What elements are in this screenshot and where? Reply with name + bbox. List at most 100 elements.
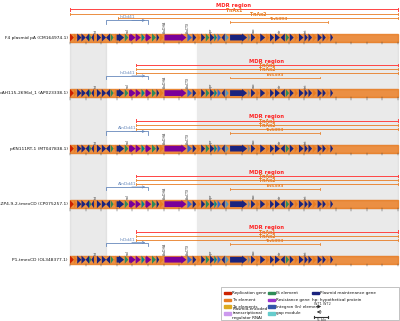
Polygon shape (89, 200, 91, 208)
Polygon shape (270, 144, 274, 153)
Polygon shape (330, 144, 333, 153)
Polygon shape (275, 144, 280, 153)
Polygon shape (326, 144, 330, 153)
Polygon shape (290, 200, 294, 208)
Polygon shape (102, 144, 106, 153)
Text: blaCTX: blaCTX (186, 132, 190, 144)
Polygon shape (304, 256, 308, 264)
Polygon shape (326, 33, 330, 42)
Text: Plasmid-encoded
transcriptional
regulator RNAI: Plasmid-encoded transcriptional regulato… (232, 307, 268, 320)
Polygon shape (330, 200, 333, 208)
Polygon shape (260, 89, 265, 97)
Polygon shape (308, 33, 312, 42)
Polygon shape (290, 33, 294, 42)
Polygon shape (326, 256, 330, 264)
Polygon shape (196, 208, 398, 256)
Polygon shape (275, 89, 280, 97)
Text: str: str (278, 139, 282, 144)
Polygon shape (193, 89, 196, 97)
Polygon shape (206, 200, 210, 208)
Polygon shape (313, 256, 317, 264)
Polygon shape (275, 200, 280, 208)
Bar (70, 144, 398, 152)
Polygon shape (146, 200, 151, 208)
Text: sul: sul (126, 250, 130, 255)
Polygon shape (286, 256, 289, 264)
Polygon shape (275, 256, 280, 264)
Text: IS element: IS element (276, 291, 298, 295)
Polygon shape (111, 144, 114, 153)
Polygon shape (89, 256, 91, 264)
Polygon shape (97, 33, 101, 42)
Text: AInDd41: AInDd41 (118, 126, 136, 130)
Polygon shape (74, 144, 77, 153)
Polygon shape (152, 89, 156, 97)
Polygon shape (290, 144, 294, 153)
Polygon shape (230, 256, 247, 264)
Polygon shape (136, 89, 141, 97)
Polygon shape (270, 200, 274, 208)
Text: gap module: gap module (276, 311, 301, 315)
Text: blaDHA: blaDHA (163, 76, 167, 88)
Polygon shape (270, 256, 274, 264)
Bar (268, 292, 275, 294)
Polygon shape (142, 33, 145, 42)
Text: blaCTX: blaCTX (186, 21, 190, 33)
Text: sul: sul (126, 28, 130, 33)
Polygon shape (94, 33, 96, 42)
Polygon shape (326, 200, 330, 208)
Text: str: str (278, 250, 282, 255)
Polygon shape (70, 97, 106, 144)
Polygon shape (106, 144, 110, 153)
Text: blaDHA: blaDHA (163, 187, 167, 199)
Polygon shape (136, 144, 141, 153)
Polygon shape (322, 89, 326, 97)
Polygon shape (156, 89, 159, 97)
Text: int: int (94, 251, 98, 255)
Text: AInDd41: AInDd41 (118, 182, 136, 186)
Polygon shape (226, 33, 229, 42)
Polygon shape (318, 256, 322, 264)
Polygon shape (94, 144, 96, 153)
Polygon shape (156, 144, 159, 153)
Text: Tn5393: Tn5393 (266, 128, 284, 132)
Text: P1-tmexCD (OL348377.1): P1-tmexCD (OL348377.1) (12, 258, 68, 262)
Polygon shape (94, 89, 96, 97)
Polygon shape (295, 200, 298, 208)
Polygon shape (70, 33, 74, 42)
Polygon shape (116, 144, 124, 153)
Polygon shape (116, 200, 124, 208)
Polygon shape (91, 89, 94, 97)
Polygon shape (222, 200, 225, 208)
Polygon shape (114, 33, 116, 42)
Polygon shape (164, 89, 186, 97)
Text: aac: aac (252, 249, 256, 255)
Bar (70, 200, 398, 208)
Polygon shape (206, 256, 210, 264)
Polygon shape (148, 97, 196, 144)
Polygon shape (152, 200, 156, 208)
Text: InDd41: InDd41 (119, 15, 135, 19)
Polygon shape (148, 208, 196, 256)
Polygon shape (97, 200, 101, 208)
Text: tet: tet (304, 83, 308, 88)
Text: Tn5393: Tn5393 (266, 239, 284, 243)
Text: Plasmid maintenance gene: Plasmid maintenance gene (320, 291, 376, 295)
Text: qnr: qnr (209, 138, 213, 144)
Polygon shape (164, 144, 186, 153)
Text: int: int (94, 84, 98, 88)
Polygon shape (106, 33, 110, 42)
Polygon shape (299, 256, 304, 264)
Polygon shape (70, 152, 106, 200)
Polygon shape (160, 33, 164, 42)
Polygon shape (266, 256, 270, 264)
Polygon shape (210, 144, 214, 153)
Text: sul: sul (126, 83, 130, 88)
Text: int: int (94, 195, 98, 199)
Text: blaCTX: blaCTX (186, 77, 190, 88)
Text: blaDHA: blaDHA (163, 131, 167, 144)
Bar (268, 312, 275, 315)
Polygon shape (188, 200, 192, 208)
Polygon shape (308, 89, 312, 97)
Text: TnAx2: TnAx2 (259, 123, 275, 128)
